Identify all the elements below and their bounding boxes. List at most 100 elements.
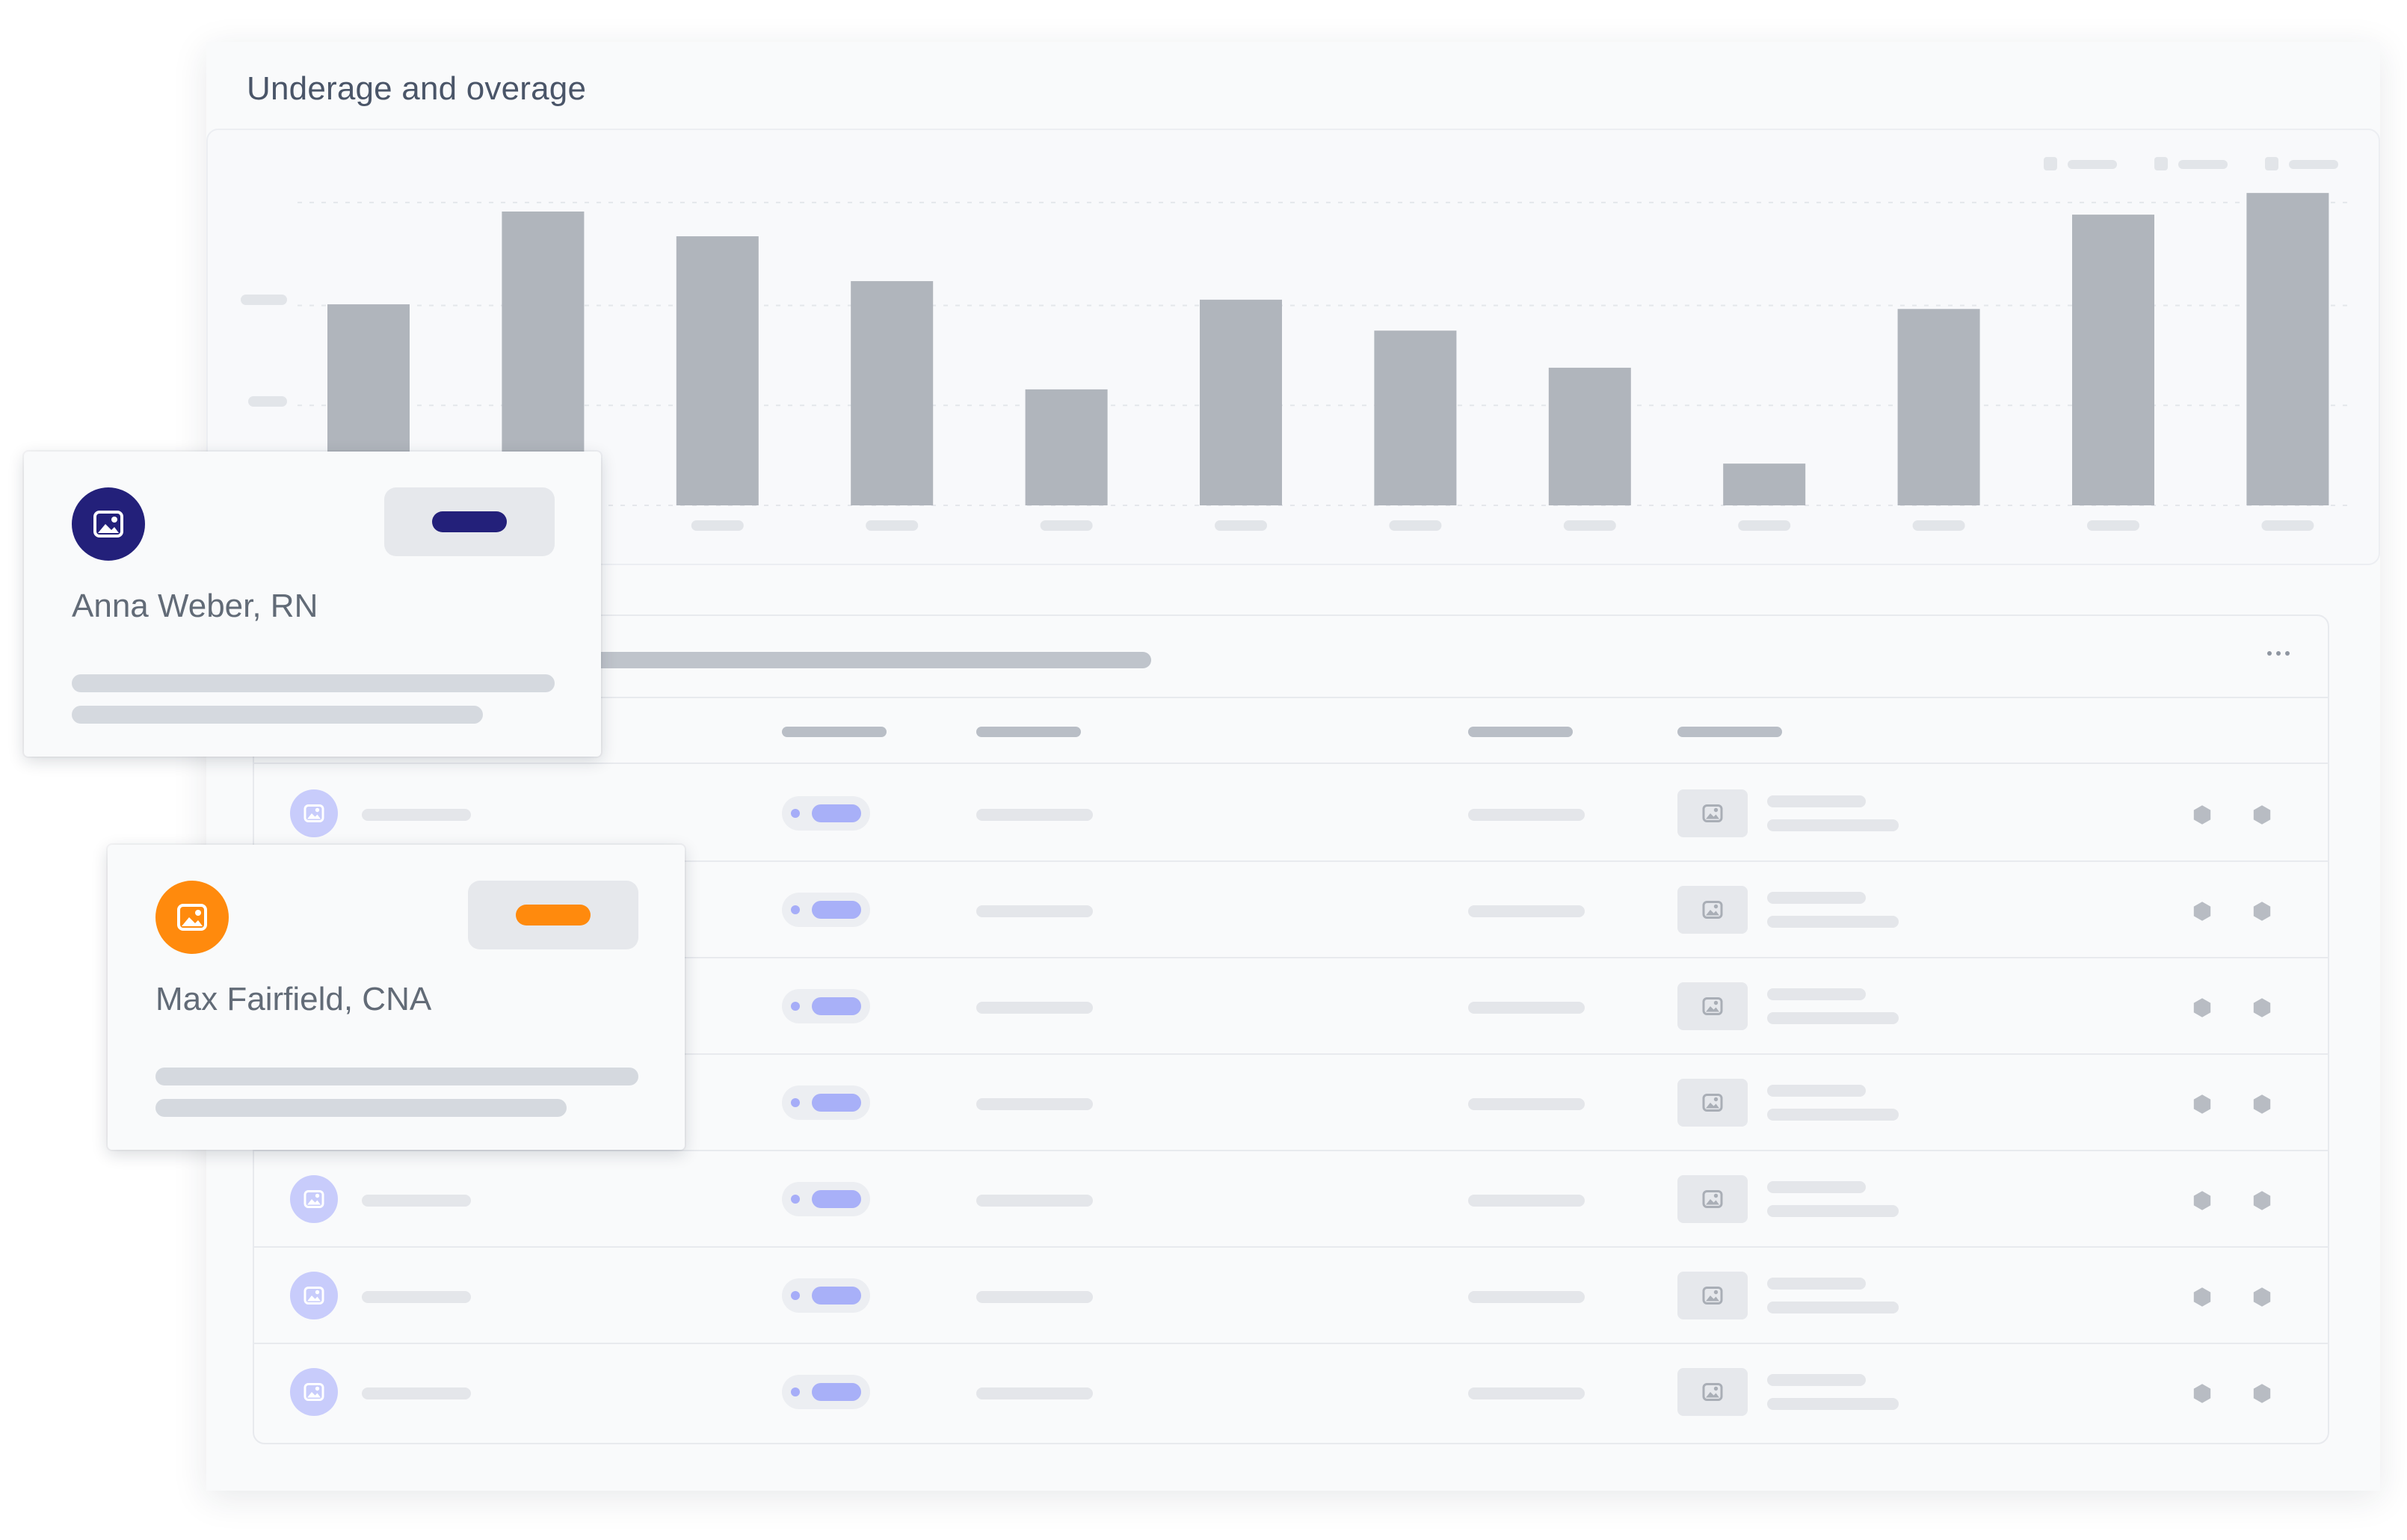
row-status-badge (782, 796, 870, 831)
row-action-icon[interactable] (2190, 899, 2214, 927)
bar-7 (1374, 330, 1457, 505)
status-tag[interactable] (384, 487, 555, 556)
row-action-icon[interactable] (2250, 1189, 2274, 1216)
row-detail-placeholder (1767, 1398, 1899, 1410)
row-detail-placeholder (1767, 1205, 1899, 1217)
column-headers (254, 698, 2328, 764)
legend-swatch (2154, 157, 2168, 170)
row-action-icon[interactable] (2250, 899, 2274, 927)
x-tick-label (1040, 520, 1093, 531)
row-detail-placeholder (1767, 988, 1866, 1000)
row-thumbnail-icon (1677, 1079, 1748, 1127)
row-cell-placeholder (1468, 1002, 1585, 1014)
row-status-badge (782, 1278, 870, 1313)
row-action-icon[interactable] (2190, 1285, 2214, 1313)
column-header-col3[interactable] (976, 727, 1081, 737)
y-tick-label (248, 396, 287, 407)
legend-label (2068, 160, 2117, 169)
row-action-icon[interactable] (2190, 1382, 2214, 1409)
staff-card-max[interactable]: Max Fairfield, CNA (108, 845, 685, 1150)
row-cell-placeholder (1468, 1387, 1585, 1399)
table-row[interactable] (254, 1248, 2328, 1344)
row-cell-placeholder (976, 1387, 1093, 1399)
detail-line (155, 1068, 638, 1085)
x-tick-label (1912, 520, 1965, 531)
staff-name: Max Fairfield, CNA (155, 981, 432, 1017)
row-detail-placeholder (1767, 1181, 1866, 1193)
bar-5 (1025, 389, 1108, 505)
x-tick-label (1389, 520, 1442, 531)
bar-3 (676, 236, 759, 505)
detail-line (72, 706, 483, 724)
row-action-icon[interactable] (2250, 996, 2274, 1023)
row-action-icon[interactable] (2250, 803, 2274, 831)
bar-12 (2246, 193, 2329, 505)
row-cell-placeholder (1468, 809, 1585, 821)
row-cell-placeholder (1468, 905, 1585, 917)
row-avatar-icon (290, 1272, 338, 1319)
row-action-icon[interactable] (2190, 1092, 2214, 1120)
column-header-status[interactable] (782, 727, 887, 737)
row-detail-placeholder (1767, 819, 1899, 831)
row-thumbnail-icon (1677, 1272, 1748, 1319)
row-action-icon[interactable] (2250, 1285, 2274, 1313)
x-tick-label (2261, 520, 2314, 531)
y-tick-label (241, 295, 287, 305)
row-cell-placeholder (1468, 1195, 1585, 1207)
staff-card-anna[interactable]: Anna Weber, RN (24, 452, 601, 757)
x-tick-label (1215, 520, 1267, 531)
table-row[interactable] (254, 1151, 2328, 1248)
avatar-icon (72, 487, 145, 561)
row-avatar-icon (290, 789, 338, 837)
column-header-col4[interactable] (1468, 727, 1573, 737)
row-status-badge (782, 1085, 870, 1120)
row-detail-placeholder (1767, 1109, 1899, 1121)
legend-swatch (2044, 157, 2057, 170)
row-thumbnail-icon (1677, 886, 1748, 934)
row-name-placeholder (362, 809, 471, 821)
row-action-icon[interactable] (2190, 803, 2214, 831)
column-header-col5[interactable] (1677, 727, 1782, 737)
row-cell-placeholder (976, 1002, 1093, 1014)
table-row[interactable] (254, 766, 2328, 862)
row-avatar-icon (290, 1175, 338, 1223)
detail-line (155, 1099, 567, 1117)
legend-label (2289, 160, 2338, 169)
row-avatar-icon (290, 1368, 338, 1416)
table-row[interactable] (254, 1344, 2328, 1441)
row-detail-placeholder (1767, 1302, 1899, 1313)
avatar-icon (155, 881, 229, 954)
row-status-badge (782, 989, 870, 1023)
row-detail-placeholder (1767, 1012, 1899, 1024)
row-action-icon[interactable] (2250, 1092, 2274, 1120)
row-cell-placeholder (976, 1195, 1093, 1207)
legend-swatch (2265, 157, 2278, 170)
row-thumbnail-icon (1677, 789, 1748, 837)
x-tick-label (866, 520, 919, 531)
row-detail-placeholder (1767, 916, 1899, 928)
row-status-badge (782, 1182, 870, 1216)
x-tick-label (2087, 520, 2139, 531)
row-cell-placeholder (976, 1098, 1093, 1110)
status-tag-pill (516, 905, 591, 925)
panel-title: Underage and overage (247, 70, 587, 107)
main-panel: Underage and overage (206, 42, 2380, 1491)
row-detail-placeholder (1767, 892, 1866, 904)
more-options-icon[interactable] (2263, 646, 2293, 661)
row-action-icon[interactable] (2190, 996, 2214, 1023)
bar-10 (1897, 309, 1980, 505)
x-tick-label (1738, 520, 1791, 531)
bar-4 (851, 281, 934, 505)
row-name-placeholder (362, 1195, 471, 1207)
row-thumbnail-icon (1677, 1368, 1748, 1416)
row-cell-placeholder (1468, 1291, 1585, 1303)
row-cell-placeholder (976, 809, 1093, 821)
staff-name: Anna Weber, RN (72, 588, 318, 624)
status-tag[interactable] (468, 881, 638, 949)
row-action-icon[interactable] (2250, 1382, 2274, 1409)
bar-9 (1723, 463, 1806, 505)
row-detail-placeholder (1767, 1374, 1866, 1386)
status-tag-pill (432, 511, 507, 532)
legend-label (2178, 160, 2228, 169)
row-action-icon[interactable] (2190, 1189, 2214, 1216)
